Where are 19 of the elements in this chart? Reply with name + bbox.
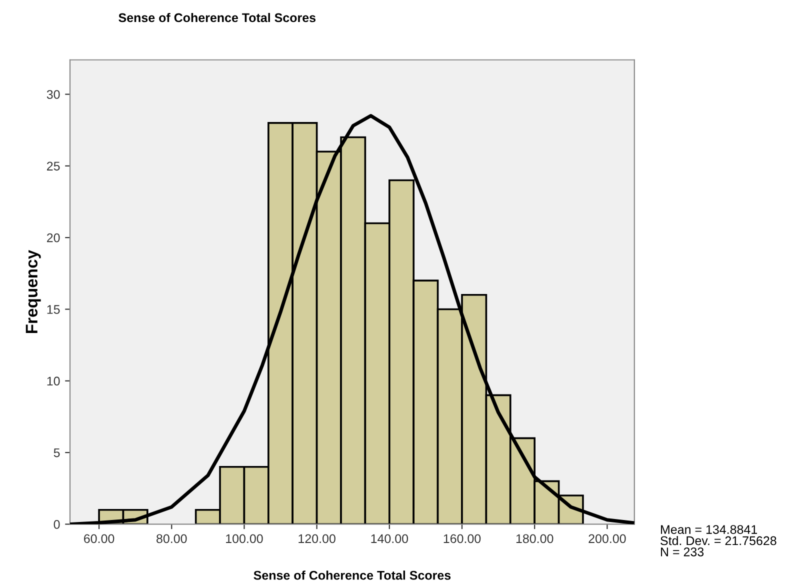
x-tick-label: 140.00 <box>371 534 408 544</box>
x-tick-label: 160.00 <box>444 534 481 544</box>
chart-title: Sense of Coherence Total Scores <box>118 12 316 22</box>
y-axis-title: Frequency <box>26 250 41 334</box>
x-tick-label: 80.00 <box>156 534 187 544</box>
x-tick-label: 120.00 <box>298 534 336 544</box>
x-tick-label: 100.00 <box>226 534 263 544</box>
x-tick-label: 200.00 <box>588 534 626 544</box>
y-tick-label: 10 <box>47 376 60 386</box>
y-tick-label: 20 <box>46 233 60 242</box>
y-tick-label: 5 <box>54 448 60 458</box>
y-tick-label: 30 <box>46 90 60 99</box>
x-axis-title: Sense of Coherence Total Scores <box>254 570 451 580</box>
x-tick-label: 180.00 <box>516 534 554 544</box>
y-tick-label: 15 <box>47 305 60 314</box>
y-tick-label: 25 <box>46 162 60 171</box>
y-tick-label: 0 <box>54 520 60 529</box>
text: Mean = 134.8841 Std. Dev. = 21.75628 N = 233 <box>660 525 776 556</box>
x-tick-label: 60.00 <box>84 534 114 544</box>
